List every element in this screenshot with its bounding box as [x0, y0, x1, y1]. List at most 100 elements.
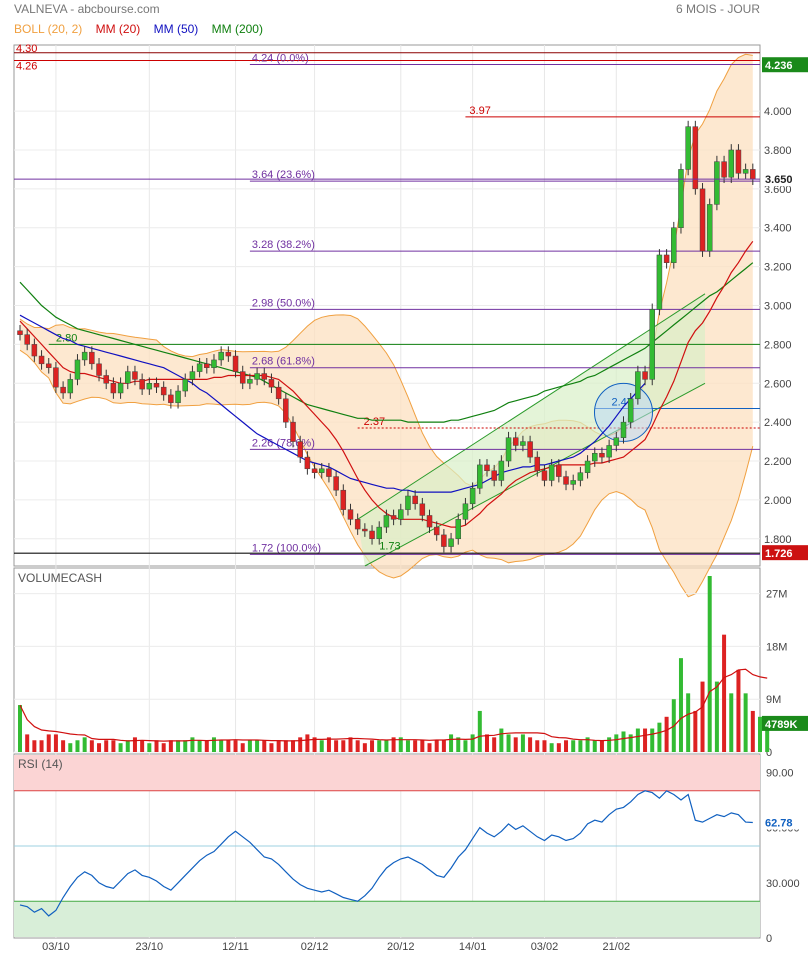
candle-body	[570, 480, 576, 485]
fib-level-label: 3.28 (38.2%)	[252, 239, 315, 251]
volume-bar	[463, 740, 468, 752]
candle-body	[606, 445, 612, 458]
candle-body	[153, 383, 160, 388]
volume-bar	[520, 734, 525, 752]
volume-bar	[384, 740, 389, 752]
candle-body	[189, 371, 196, 380]
volume-bar	[456, 737, 461, 752]
candle-body	[290, 421, 296, 442]
volume-bar	[513, 737, 518, 752]
candle-body	[706, 204, 713, 252]
candle-body	[448, 538, 454, 547]
volume-bar	[528, 737, 533, 752]
volume-bar	[542, 740, 547, 752]
volume-bar	[82, 737, 87, 752]
volume-bar	[686, 693, 691, 752]
annotation-label: 1.73	[379, 540, 400, 552]
volume-bar	[405, 740, 410, 752]
candle-body	[534, 456, 541, 471]
volume-tick-label: 18M	[766, 641, 787, 653]
volume-tick-label: 9M	[766, 694, 781, 706]
x-tick-label: 02/12	[301, 941, 329, 953]
volume-tick-label: 0	[766, 747, 772, 759]
volume-bar	[758, 716, 762, 752]
candle-body	[110, 383, 117, 394]
volume-bar	[326, 737, 331, 752]
candle-body	[125, 371, 131, 384]
volume-bar	[585, 737, 590, 752]
volume-bar	[635, 728, 640, 752]
candle-body	[383, 515, 390, 528]
y-tick-label: 2.600	[764, 378, 792, 390]
volume-bar	[262, 740, 267, 752]
volume-bar	[549, 743, 554, 752]
volume-bar	[61, 740, 66, 752]
volume-bar	[334, 740, 339, 752]
volume-bar	[132, 737, 137, 752]
volume-bar	[420, 740, 425, 752]
volume-bar	[18, 705, 22, 752]
volume-bar	[434, 740, 439, 752]
volume-bar	[678, 658, 683, 752]
candle-body	[548, 464, 555, 481]
candle-body	[24, 334, 30, 345]
volume-bar	[298, 737, 303, 752]
volume-bar	[46, 734, 51, 752]
volume-bar	[441, 740, 446, 752]
candle-body	[520, 441, 526, 446]
candle-body	[469, 487, 476, 505]
volume-last-bg	[762, 715, 808, 731]
volume-bar	[219, 740, 224, 752]
y-tick-label: 3.000	[764, 301, 792, 313]
y-tick-label: 4.000	[764, 106, 792, 118]
candle-body	[160, 386, 167, 396]
candle-body	[577, 472, 584, 481]
rsi-last-value: 62.78	[765, 817, 793, 829]
candle-body	[239, 371, 246, 384]
last-price-marker-bg	[762, 171, 808, 187]
candle-body	[527, 441, 533, 458]
volume-bar	[427, 743, 432, 752]
candle-body	[441, 534, 447, 547]
x-tick-label: 14/01	[459, 941, 487, 953]
volume-bar	[607, 737, 612, 752]
x-tick-label: 23/10	[136, 941, 164, 953]
candle-body	[304, 456, 311, 470]
y-tick-label: 3.400	[764, 223, 792, 235]
candle-body	[592, 452, 598, 462]
candle-body	[31, 344, 38, 357]
x-tick-label: 12/11	[222, 941, 249, 953]
candle-body	[175, 390, 181, 403]
candle-body	[656, 254, 663, 310]
volume-bar	[312, 737, 317, 752]
last-price-marker: 3.650	[765, 174, 793, 186]
mm50-line	[19, 314, 646, 493]
candle-body	[103, 375, 109, 384]
fib-level-label: 2.68 (61.8%)	[252, 356, 315, 368]
volume-bar	[621, 731, 626, 752]
candle-body	[405, 495, 411, 510]
candle-body	[477, 464, 483, 489]
volume-bar	[211, 737, 216, 752]
candle-body	[433, 526, 440, 536]
candle-body	[663, 254, 670, 263]
volume-bar	[499, 728, 504, 752]
volume-bar	[197, 740, 202, 752]
volume-bar	[650, 728, 655, 752]
volume-bar	[53, 734, 58, 752]
volume-bar	[104, 740, 109, 752]
volume-bar	[125, 740, 130, 752]
high-price-marker: 4.236	[765, 60, 793, 72]
candle-body	[541, 470, 548, 481]
trend-channel-fill	[357, 293, 705, 566]
volume-bar	[97, 743, 102, 752]
legend-mm50: MM (50)	[153, 22, 199, 36]
candle-body	[232, 355, 239, 372]
candle-body	[376, 526, 382, 540]
rsi-tick-label: 0	[766, 933, 772, 945]
candle-body	[17, 330, 23, 335]
candle-body	[685, 126, 691, 170]
mm200-line	[19, 262, 754, 423]
candle-body	[247, 379, 253, 384]
